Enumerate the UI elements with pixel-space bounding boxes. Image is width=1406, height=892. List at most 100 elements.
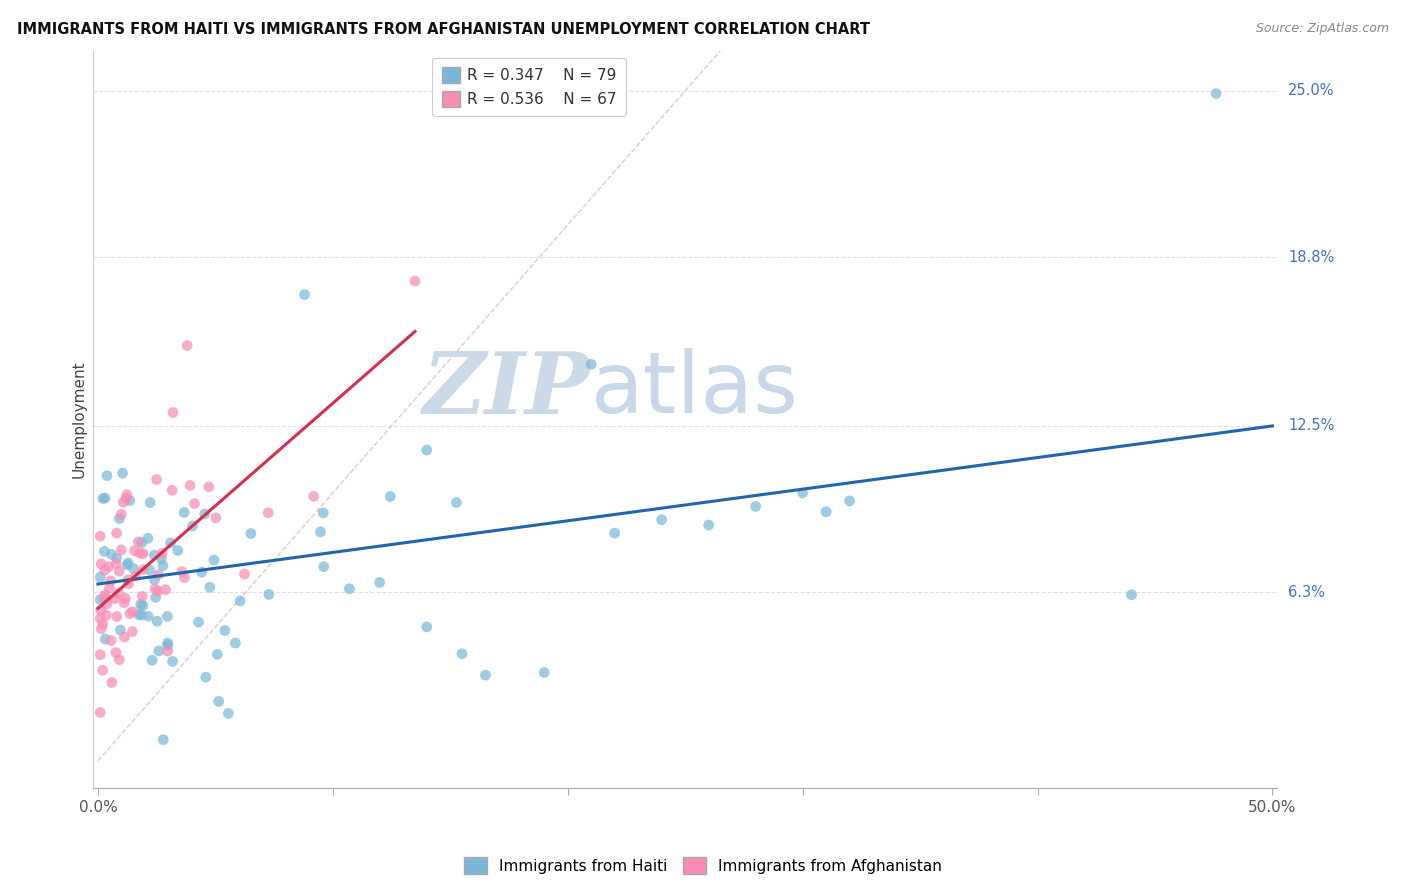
- Point: [105, 557, 128, 571]
- Point: [198, 580, 221, 594]
- Point: [143, 573, 166, 587]
- Point: [173, 570, 195, 584]
- Point: [121, 605, 143, 619]
- Point: [110, 623, 132, 637]
- Point: [143, 582, 166, 596]
- Point: [100, 633, 122, 648]
- Point: [117, 576, 139, 591]
- Point: [838, 494, 860, 508]
- Point: [166, 543, 188, 558]
- Point: [160, 483, 183, 498]
- Point: [128, 607, 150, 622]
- Point: [446, 495, 468, 509]
- Point: [229, 594, 252, 608]
- Point: [579, 357, 602, 371]
- Point: [110, 543, 132, 558]
- Point: [100, 574, 122, 588]
- Text: ZIP: ZIP: [423, 348, 591, 432]
- Text: 25.0%: 25.0%: [1288, 83, 1334, 98]
- Point: [162, 405, 184, 419]
- Point: [183, 497, 205, 511]
- Point: [115, 488, 138, 502]
- Point: [90, 557, 112, 571]
- Point: [131, 535, 153, 549]
- Point: [233, 566, 256, 581]
- Point: [121, 624, 143, 639]
- Point: [339, 582, 361, 596]
- Point: [204, 510, 226, 524]
- Point: [1121, 588, 1143, 602]
- Point: [122, 561, 145, 575]
- Point: [145, 591, 167, 605]
- Text: 12.5%: 12.5%: [1288, 418, 1334, 434]
- Y-axis label: Unemployment: Unemployment: [72, 360, 86, 478]
- Point: [155, 582, 177, 597]
- Point: [89, 648, 111, 662]
- Point: [136, 609, 159, 624]
- Point: [1205, 87, 1227, 101]
- Point: [145, 473, 167, 487]
- Point: [302, 489, 325, 503]
- Point: [380, 490, 402, 504]
- Point: [131, 589, 153, 603]
- Point: [404, 274, 426, 288]
- Point: [115, 491, 138, 506]
- Point: [100, 547, 122, 561]
- Point: [533, 665, 555, 680]
- Point: [792, 486, 814, 500]
- Point: [170, 565, 193, 579]
- Point: [94, 491, 117, 505]
- Point: [89, 706, 111, 720]
- Point: [112, 596, 135, 610]
- Point: [138, 563, 160, 577]
- Point: [94, 632, 117, 646]
- Point: [156, 639, 179, 653]
- Point: [146, 584, 169, 599]
- Point: [309, 524, 332, 539]
- Point: [194, 507, 217, 521]
- Point: [156, 636, 179, 650]
- Point: [89, 529, 111, 543]
- Point: [118, 607, 141, 621]
- Point: [110, 508, 132, 522]
- Point: [124, 543, 146, 558]
- Point: [239, 526, 262, 541]
- Point: [94, 588, 117, 602]
- Point: [96, 608, 118, 623]
- Point: [90, 603, 112, 617]
- Point: [97, 559, 120, 574]
- Point: [96, 597, 118, 611]
- Point: [368, 575, 391, 590]
- Point: [176, 338, 198, 352]
- Point: [132, 547, 155, 561]
- Point: [117, 556, 139, 570]
- Point: [146, 614, 169, 628]
- Point: [105, 551, 128, 566]
- Point: [143, 548, 166, 562]
- Point: [104, 591, 127, 606]
- Point: [128, 546, 150, 560]
- Point: [194, 670, 217, 684]
- Point: [162, 655, 184, 669]
- Point: [114, 630, 136, 644]
- Text: IMMIGRANTS FROM HAITI VS IMMIGRANTS FROM AFGHANISTAN UNEMPLOYMENT CORRELATION CH: IMMIGRANTS FROM HAITI VS IMMIGRANTS FROM…: [17, 22, 870, 37]
- Point: [108, 564, 131, 578]
- Point: [90, 622, 112, 636]
- Legend: Immigrants from Haiti, Immigrants from Afghanistan: Immigrants from Haiti, Immigrants from A…: [458, 851, 948, 880]
- Point: [173, 506, 195, 520]
- Point: [132, 599, 155, 613]
- Point: [187, 615, 209, 629]
- Point: [179, 478, 201, 492]
- Point: [117, 558, 139, 572]
- Point: [257, 587, 280, 601]
- Point: [416, 620, 439, 634]
- Point: [111, 466, 134, 480]
- Text: Source: ZipAtlas.com: Source: ZipAtlas.com: [1256, 22, 1389, 36]
- Point: [603, 526, 626, 541]
- Point: [124, 569, 146, 583]
- Point: [312, 506, 335, 520]
- Point: [156, 609, 179, 624]
- Point: [217, 706, 239, 721]
- Point: [89, 611, 111, 625]
- Point: [815, 505, 838, 519]
